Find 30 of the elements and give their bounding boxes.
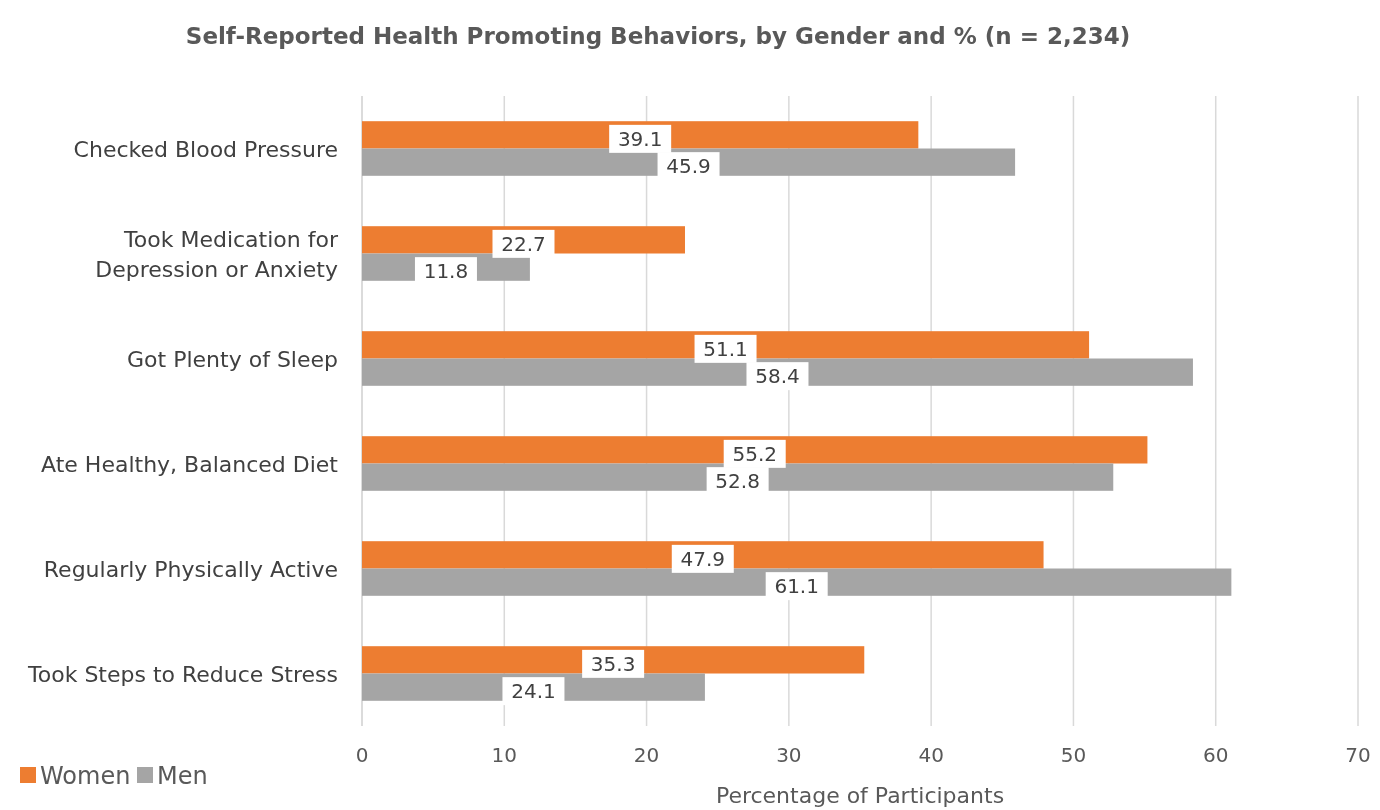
data-label: 61.1 [774,574,819,599]
y-tick-label: Got Plenty of Sleep [127,346,338,371]
x-axis-title: Percentage of Participants [715,783,1005,808]
legend-label: Men [157,762,208,790]
data-label: 35.3 [590,651,636,676]
data-label: 55.2 [732,441,777,466]
y-tick-label: Regularly Physically Active [43,556,338,581]
x-tick-label: 10 [491,743,518,767]
x-tick-label: 0 [355,743,369,767]
legend-label: Women [40,762,131,790]
data-label: 11.8 [423,259,469,284]
data-label: 39.1 [617,126,663,151]
y-tick-label: Took Medication for Depression or Anxiety [95,226,339,281]
x-tick-label: 40 [918,743,944,767]
y-tick-label: Ate Healthy, Balanced Diet [41,451,339,476]
x-tick-label: 50 [1060,743,1087,767]
data-label: 24.1 [511,679,556,704]
x-tick-label: 60 [1202,743,1229,767]
x-tick-label: 70 [1345,743,1371,767]
chart-title: Self-Reported Health Promoting Behaviors, by Gender and % (n = 2,234) [185,23,1131,49]
data-label: 22.7 [501,231,546,256]
y-tick-label: Checked Blood Pressure [73,136,338,161]
x-tick-label: 30 [776,743,802,767]
x-tick-label: 20 [633,743,660,767]
y-tick-label: Took Steps to Reduce Stress [27,661,338,686]
data-label: 52.8 [715,469,760,494]
data-label: 45.9 [666,154,711,179]
data-label: 58.4 [755,364,800,389]
data-label: 51.1 [703,336,748,361]
data-label: 47.9 [680,546,726,571]
